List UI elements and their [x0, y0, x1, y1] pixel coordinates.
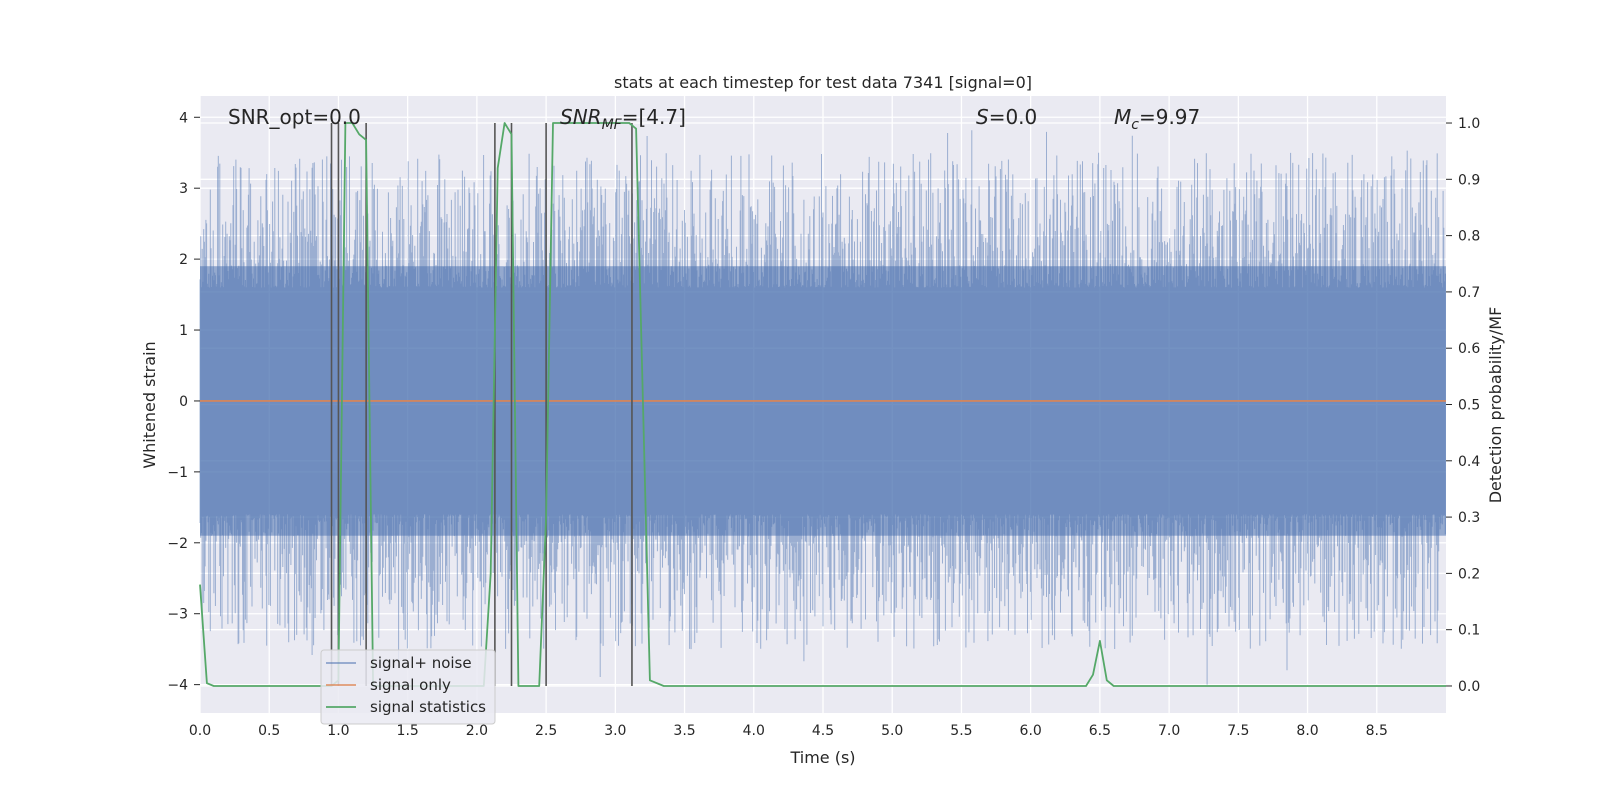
x-tick-label-1: 0.5	[258, 723, 280, 739]
annotation-s: S=0.0	[976, 105, 1037, 129]
x-tick-label-8: 4.0	[743, 723, 765, 739]
x-tick-label-0: 0.0	[189, 723, 211, 739]
legend-label-signal-statistics: signal statistics	[370, 698, 486, 716]
y-tick-label-1: −3	[167, 607, 188, 623]
y-tick-label-6: 2	[179, 252, 188, 268]
legend-label-signal-noise: signal+ noise	[370, 654, 472, 672]
x-tick-label-4: 2.0	[466, 723, 488, 739]
series-signal-statistics	[199, 122, 1446, 687]
y-right-tick-label-3: 0.3	[1458, 510, 1480, 526]
x-tick-label-3: 1.5	[397, 723, 419, 739]
y-right-tick-label-2: 0.2	[1458, 566, 1480, 582]
y-tick-label-7: 3	[179, 181, 188, 197]
x-tick-label-7: 3.5	[673, 723, 695, 739]
x-tick-label-13: 6.5	[1089, 723, 1111, 739]
annotation-mc: Mc=9.97	[1114, 105, 1200, 133]
signal-statistics-line	[199, 122, 1446, 687]
y-right-tick-label-10: 1.0	[1458, 116, 1480, 132]
x-tick-label-16: 8.0	[1296, 723, 1318, 739]
y-right-tick-label-7: 0.7	[1458, 285, 1480, 301]
y-right-tick-label-0: 0.0	[1458, 679, 1480, 695]
y-tick-label-2: −2	[167, 536, 188, 552]
x-axis-label: Time (s)	[789, 748, 855, 767]
y-tick-label-3: −1	[167, 465, 188, 481]
vertical-markers	[330, 123, 633, 686]
x-tick-label-10: 5.0	[881, 723, 903, 739]
y-tick-label-8: 4	[179, 110, 188, 126]
y-right-tick-label-5: 0.5	[1458, 398, 1480, 414]
x-tick-label-6: 3.0	[604, 723, 626, 739]
x-tick-label-11: 5.5	[950, 723, 972, 739]
x-tick-label-5: 2.5	[535, 723, 557, 739]
annotation-snr-opt: SNR_opt=0.0	[228, 105, 361, 129]
x-tick-label-9: 4.5	[812, 723, 834, 739]
x-tick-label-14: 7.0	[1158, 723, 1180, 739]
y-right-tick-label-4: 0.4	[1458, 454, 1480, 470]
x-tick-label-2: 1.0	[327, 723, 349, 739]
x-tick-label-15: 7.5	[1227, 723, 1249, 739]
y-axis-label: Whitened strain	[140, 341, 159, 468]
y-tick-label-5: 1	[179, 323, 188, 339]
x-tick-label-17: 8.5	[1366, 723, 1388, 739]
legend-label-signal-only: signal only	[370, 676, 451, 694]
y-right-tick-label-1: 0.1	[1458, 623, 1480, 639]
y-right-tick-label-6: 0.6	[1458, 341, 1480, 357]
y-axis-label-right: Detection probability/MF	[1486, 307, 1505, 504]
ticks: 0.0 0.5 1.0 1.5 2.0 2.5 3.0 3.5 4.0 4.5 5.0 5.5 6.0 6…	[167, 110, 1480, 739]
chart-title: stats at each timestep for test data 734…	[614, 73, 1032, 92]
legend: signal+ noise signal only signal statist…	[320, 649, 496, 725]
legend-box	[320, 649, 496, 725]
annotation-snr-mf: SNRMF=[4.7]	[560, 105, 686, 133]
y-tick-label-0: −4	[167, 678, 188, 694]
y-right-tick-label-9: 0.9	[1458, 172, 1480, 188]
x-tick-label-12: 6.0	[1020, 723, 1042, 739]
y-tick-label-4: 0	[179, 394, 188, 410]
y-right-tick-label-8: 0.8	[1458, 229, 1480, 245]
